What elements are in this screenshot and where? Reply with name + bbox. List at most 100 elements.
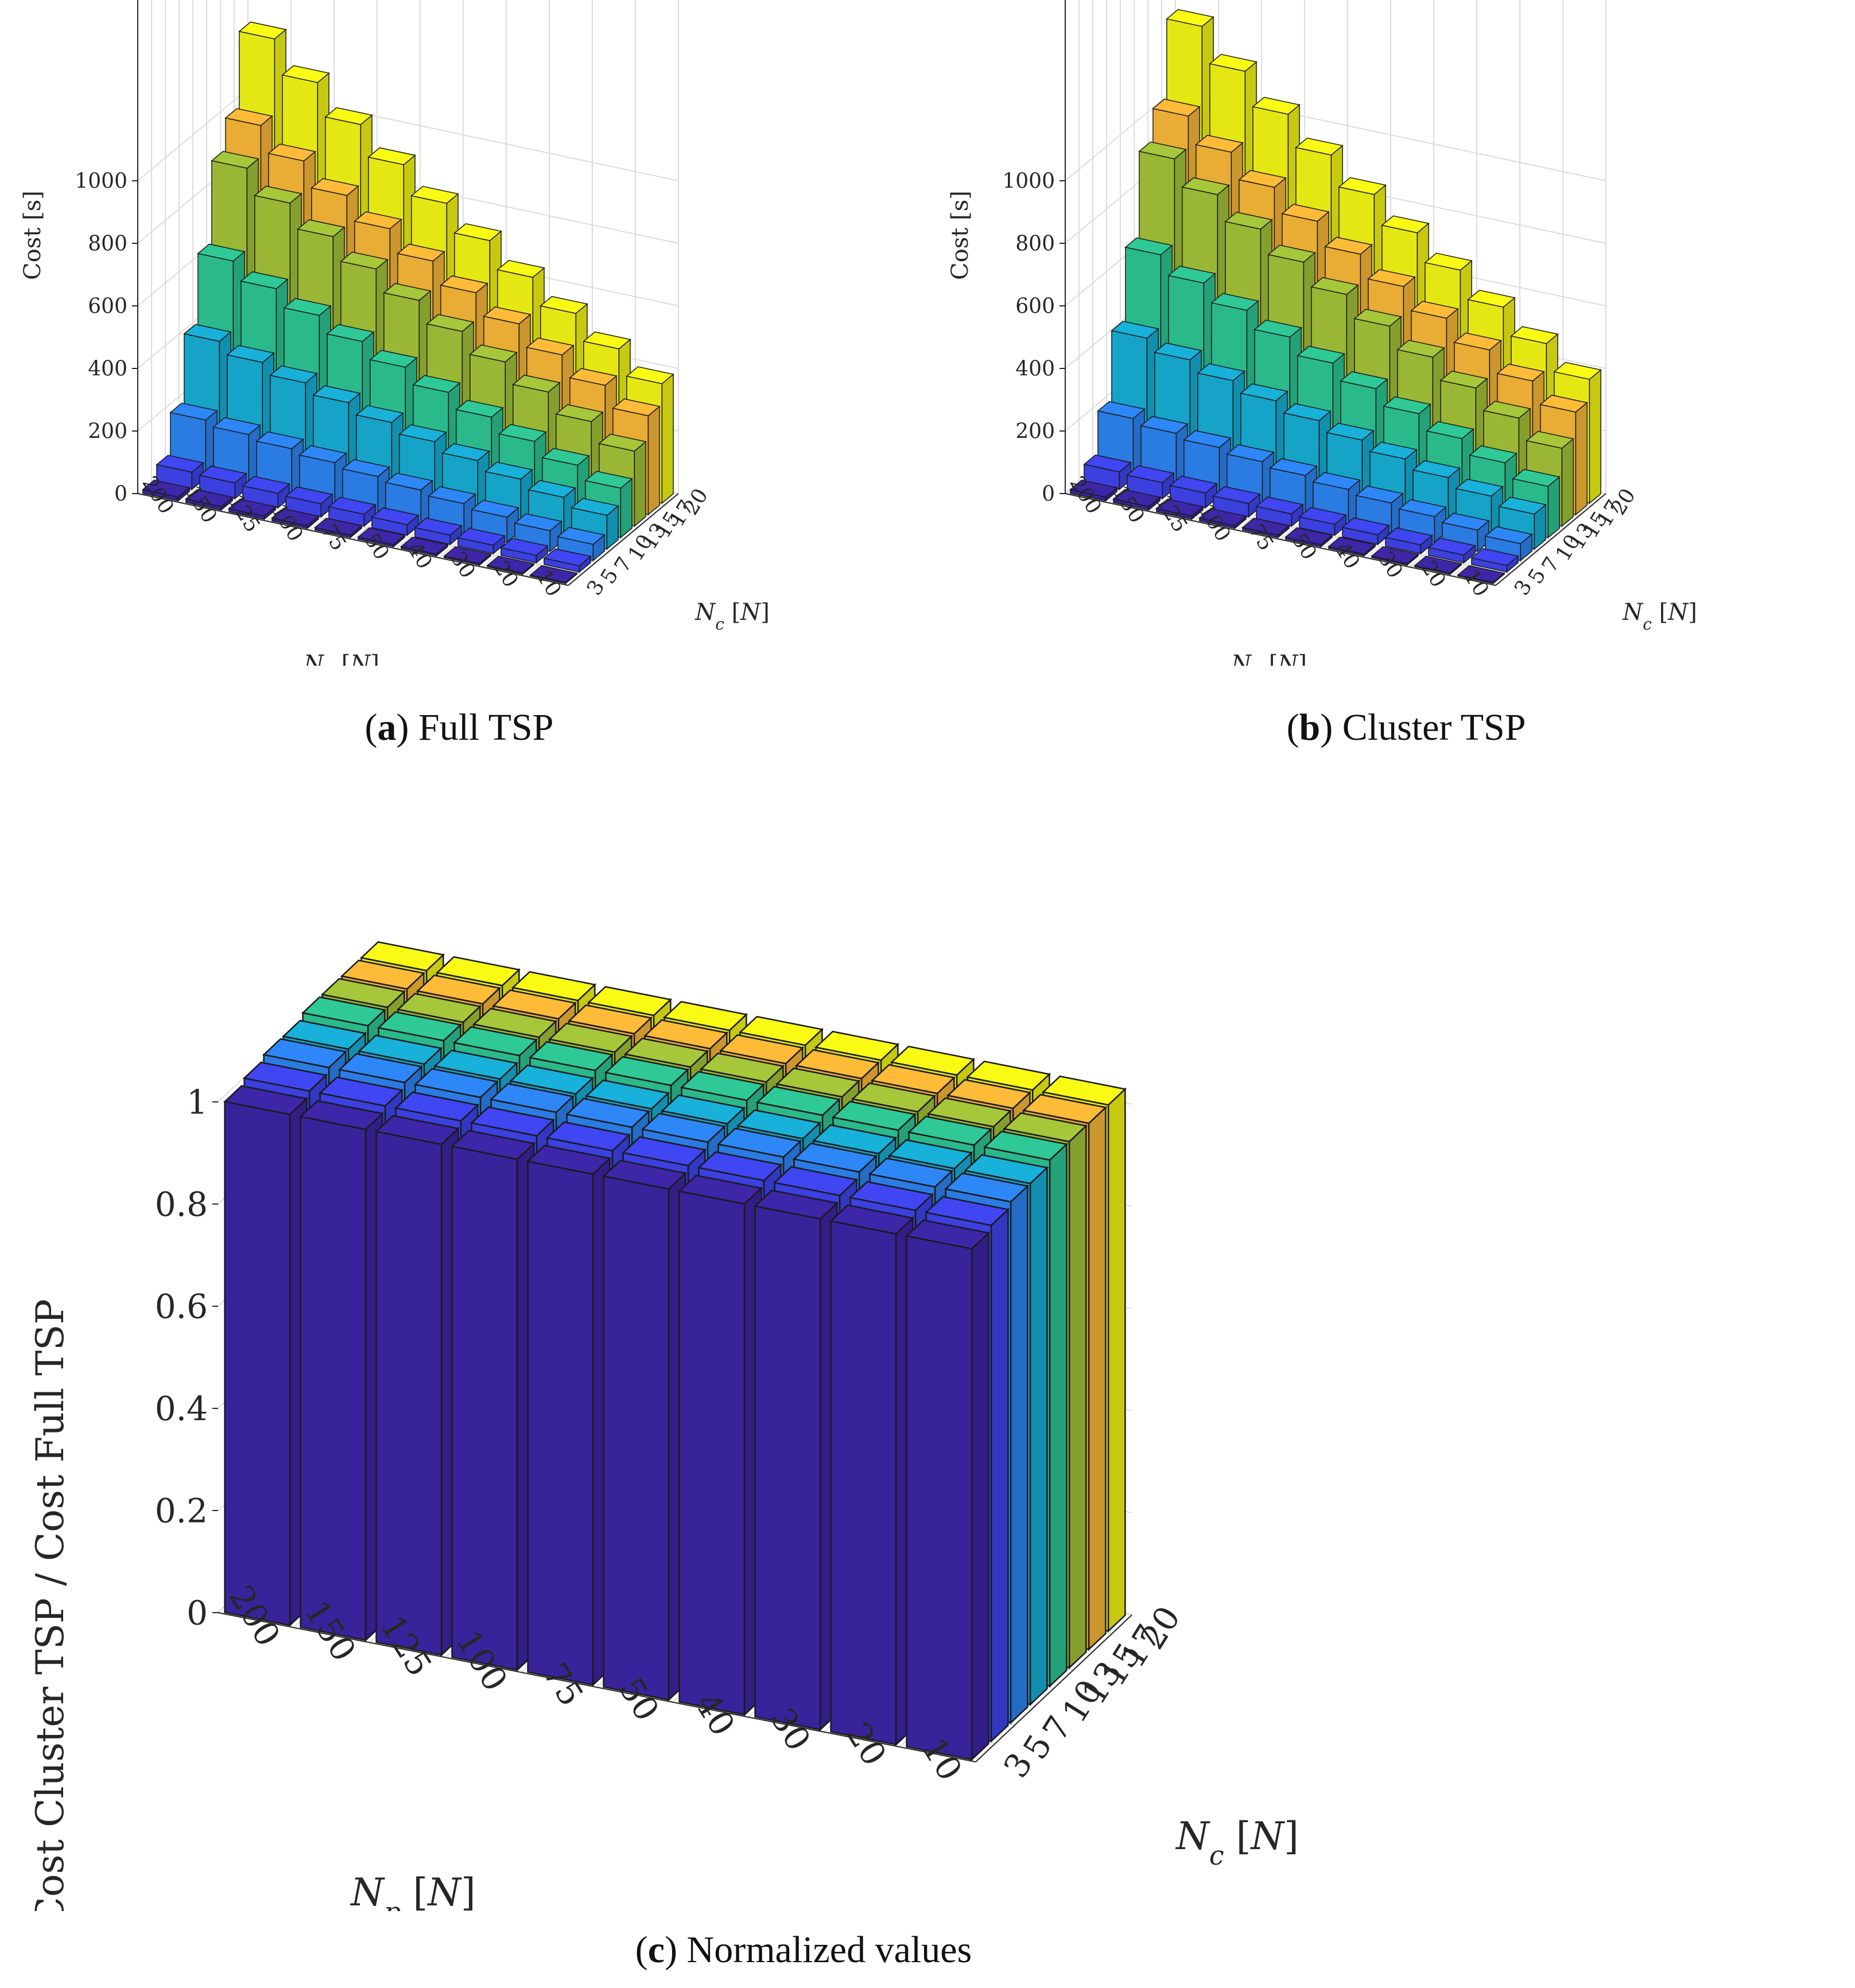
bar-top: [226, 345, 275, 363]
bar-top: [1240, 383, 1289, 402]
bar-top: [1238, 170, 1287, 188]
bar-top: [457, 527, 506, 546]
x-axis: [1065, 493, 1496, 586]
panel-b: 0 200 400 600 800 1000 Cost [s] 200 150 125 100 75 5…: [928, 0, 1855, 666]
bar-top: [905, 1219, 991, 1250]
bar-top: [680, 1071, 766, 1101]
bar-side: [1589, 368, 1601, 504]
bar-top: [1338, 177, 1387, 195]
bar-top: [367, 147, 416, 165]
bar-top: [1484, 526, 1533, 545]
bar-3-200: [142, 479, 191, 502]
bar-top: [354, 211, 402, 230]
caption-b-title: Cluster TSP: [1342, 706, 1526, 748]
bar-top: [1496, 363, 1545, 382]
bar-5-50: [1298, 507, 1347, 537]
bar-top: [1181, 177, 1230, 195]
z-tick-label: 0.8: [155, 1185, 208, 1224]
bar-top: [328, 496, 377, 515]
bar-top: [298, 1100, 385, 1131]
caption-b-letter: b: [1299, 706, 1321, 748]
bar-top: [526, 1144, 612, 1175]
bar-top: [528, 1041, 614, 1071]
bar-top: [357, 1034, 443, 1065]
z-tick-label: 0.2: [155, 1491, 208, 1530]
bar-top: [255, 431, 304, 449]
bar-top: [314, 518, 363, 536]
z-tick-label: 0: [187, 1593, 208, 1632]
bar-3-100: [271, 508, 320, 530]
bar-top: [397, 243, 445, 262]
bar-top: [312, 385, 361, 403]
bar-top: [612, 398, 661, 417]
bar-top: [545, 1121, 631, 1152]
bar-5-10: [1470, 548, 1519, 573]
bar-top: [285, 486, 333, 504]
bar-3-50: [1284, 527, 1333, 548]
bar-top: [142, 479, 191, 498]
bar-3-30: [443, 546, 492, 566]
z-tick-label: 400: [88, 358, 127, 381]
bar-top: [814, 1031, 900, 1061]
bar-top: [509, 1064, 595, 1095]
bar-3-10: [529, 565, 578, 585]
bar-top: [1041, 1075, 1127, 1106]
bar-top: [643, 1019, 729, 1050]
bar-top: [1183, 430, 1232, 448]
bar-top: [1427, 537, 1476, 556]
bar-top: [1455, 479, 1504, 497]
bar-top: [662, 1001, 748, 1031]
bar-top: [426, 314, 475, 332]
bar-top: [1167, 265, 1216, 284]
bar-top: [491, 989, 577, 1020]
bar-top: [341, 459, 390, 477]
bar-top: [1383, 396, 1431, 414]
bar-top: [212, 417, 261, 436]
bar-front: [678, 1190, 746, 1716]
bar-top: [238, 21, 287, 40]
bar-front: [754, 1205, 821, 1731]
bar-side: [1107, 1087, 1126, 1633]
bar-top: [1510, 326, 1559, 344]
bar-top: [851, 1082, 937, 1113]
bar-top: [1112, 489, 1161, 507]
bar-top: [324, 107, 373, 125]
z-tick-label: 1000: [75, 170, 127, 193]
bar-top: [359, 941, 445, 972]
bar-top: [1283, 403, 1332, 421]
bar-top: [1369, 441, 1418, 460]
bar-front: [224, 1101, 291, 1626]
bar-top: [211, 150, 259, 169]
bar-top: [223, 1085, 309, 1116]
bar-top: [340, 251, 389, 270]
bar-top: [357, 527, 406, 545]
bar-top: [298, 445, 347, 463]
bar-front: [906, 1235, 973, 1761]
bar-top: [1312, 472, 1361, 490]
bar-3-50: [601, 1159, 688, 1702]
bar-top: [1469, 445, 1518, 464]
z-tick-label: 200: [88, 420, 127, 444]
bar-top: [1526, 430, 1574, 449]
bar-top: [281, 65, 330, 83]
bar-top: [452, 1026, 538, 1057]
bar-top: [169, 402, 218, 421]
bar-top: [385, 472, 433, 491]
bar-3-30: [1371, 546, 1419, 566]
bar-5-10: [543, 548, 592, 573]
bar-top: [716, 1127, 802, 1158]
bar-top: [240, 271, 289, 289]
bar-3-40: [677, 1174, 763, 1717]
bar-top: [471, 499, 519, 518]
bar-top: [567, 1004, 653, 1035]
bar-side: [661, 373, 674, 504]
bar-top: [944, 1172, 1030, 1203]
bar-3-75: [526, 1144, 612, 1687]
bar-top: [318, 1076, 404, 1107]
bar-3-200: [1069, 479, 1118, 502]
bar-3-20: [1414, 556, 1462, 576]
bar-top: [1340, 371, 1388, 389]
bar-top: [870, 1064, 956, 1094]
bar-top: [297, 219, 346, 238]
bar-5-75: [328, 496, 377, 527]
